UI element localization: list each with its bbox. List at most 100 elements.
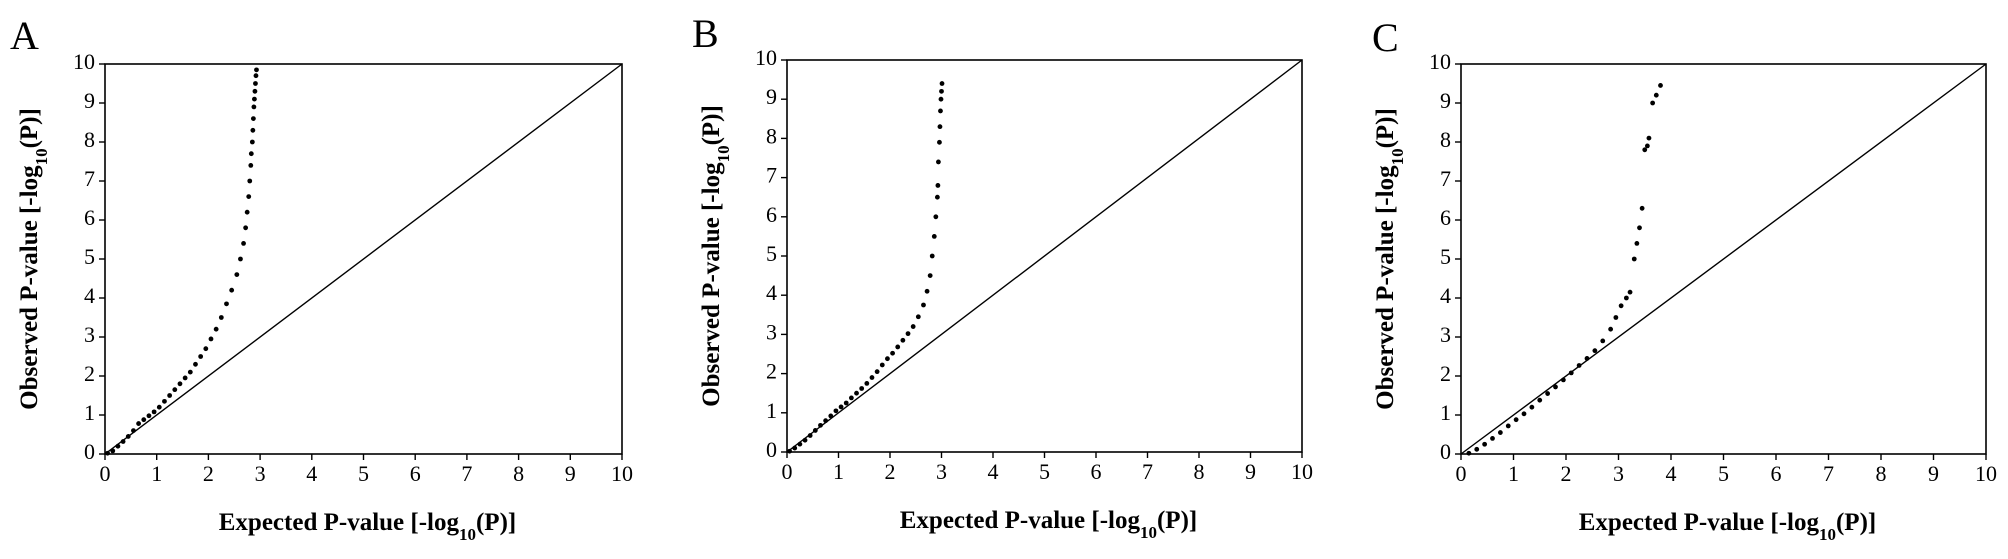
data-point <box>885 356 890 362</box>
y-tick-label: 5 <box>1440 244 1451 269</box>
y-tick-label: 1 <box>1440 400 1451 425</box>
data-point <box>934 194 940 200</box>
data-point <box>936 159 941 165</box>
data-point <box>854 390 859 396</box>
panel-label: B <box>692 11 719 56</box>
data-point <box>931 234 937 239</box>
data-point <box>905 331 911 337</box>
data-point <box>252 88 258 94</box>
data-point <box>250 116 256 121</box>
data-point <box>1497 430 1503 435</box>
data-point <box>1642 147 1648 153</box>
data-point <box>162 398 167 404</box>
y-tick-label: 4 <box>84 283 95 308</box>
data-point <box>1592 348 1598 354</box>
data-point <box>241 241 246 246</box>
panel-label: C <box>1372 15 1399 60</box>
x-axis-title: Expected P-value [-log10(P)] <box>900 507 1197 542</box>
y-tick-label: 10 <box>1429 49 1451 74</box>
data-point <box>895 344 901 350</box>
y-tick-label: 7 <box>1440 166 1451 191</box>
data-point <box>247 178 253 184</box>
data-point <box>797 441 803 447</box>
data-point <box>937 139 942 145</box>
data-point <box>1623 295 1629 301</box>
x-tick-label: 5 <box>1718 461 1729 486</box>
y-tick-label: 0 <box>766 437 777 462</box>
data-point <box>125 434 131 439</box>
data-point <box>250 127 256 133</box>
y-tick-label: 3 <box>766 319 777 344</box>
data-point <box>1618 303 1624 309</box>
x-tick-label: 9 <box>565 461 576 486</box>
x-axis-title: Expected P-value [-log10(P)] <box>1579 509 1876 544</box>
data-point <box>1637 225 1642 231</box>
y-tick-label: 3 <box>84 322 95 347</box>
data-point <box>1482 441 1488 447</box>
data-point <box>1639 205 1645 211</box>
x-tick-label: 8 <box>1876 461 1887 486</box>
x-tick-label: 6 <box>1771 461 1782 486</box>
y-tick-label: 0 <box>1440 439 1451 464</box>
data-point <box>838 404 844 410</box>
x-tick-label: 1 <box>151 461 162 486</box>
data-point <box>818 422 823 428</box>
data-point <box>823 418 829 424</box>
y-tick-label: 9 <box>1440 88 1451 113</box>
data-point <box>812 428 818 433</box>
data-point <box>131 428 136 433</box>
data-point <box>136 421 142 426</box>
y-tick-label: 6 <box>1440 205 1451 230</box>
data-point <box>251 104 257 110</box>
qq-panel-a: A 0 1 2 3 4 5 6 7 8 9 10 0 1 2 3 4 5 6 7 8 9 10 Expected P-valu… <box>10 13 633 543</box>
data-point <box>249 139 255 145</box>
x-tick-label: 9 <box>1928 461 1939 486</box>
data-point <box>864 381 870 386</box>
panel-label: A <box>10 13 39 58</box>
data-point <box>879 362 885 368</box>
y-tick-label: 6 <box>84 205 95 230</box>
data-point <box>156 404 162 410</box>
data-point <box>115 443 121 449</box>
data-point <box>1608 326 1614 332</box>
x-tick-label: 3 <box>1613 461 1624 486</box>
data-point <box>1529 404 1535 410</box>
data-point <box>254 67 259 73</box>
data-point <box>1600 338 1606 344</box>
x-tick-label: 8 <box>513 461 524 486</box>
data-point <box>1576 363 1582 368</box>
y-tick-label: 7 <box>766 163 777 188</box>
data-point <box>248 151 254 157</box>
data-point <box>252 96 257 102</box>
data-point <box>937 124 943 130</box>
y-tick-label: 1 <box>84 400 95 425</box>
y-tick-label: 5 <box>84 244 95 269</box>
data-point <box>1634 241 1640 246</box>
data-point <box>910 324 916 329</box>
data-point <box>938 96 944 102</box>
x-tick-label: 5 <box>358 461 369 486</box>
y-tick-label: 4 <box>766 280 777 305</box>
x-tick-label: 2 <box>885 459 896 484</box>
qq-panel-c: C 0 1 2 3 4 5 6 7 8 9 10 0 1 2 3 4 5 6 7 8 9 10 Expected P-valu… <box>1372 15 1997 543</box>
data-point <box>900 337 906 343</box>
x-tick-label: 1 <box>833 459 844 484</box>
reference-line <box>104 63 623 455</box>
data-point <box>1650 100 1656 106</box>
data-point <box>203 346 209 352</box>
x-tick-label: 5 <box>1039 459 1050 484</box>
x-axis-title: Expected P-value [-log10(P)] <box>219 509 516 544</box>
data-point <box>1466 450 1472 456</box>
x-tick-label: 2 <box>1561 461 1572 486</box>
x-tick-label: 0 <box>1456 461 1467 486</box>
data-point <box>874 369 880 375</box>
data-point <box>105 450 110 456</box>
data-point <box>1553 384 1558 390</box>
data-point <box>935 183 941 188</box>
data-point <box>218 315 224 320</box>
data-point <box>110 448 116 454</box>
x-tick-label: 2 <box>203 461 214 486</box>
data-point <box>792 445 798 451</box>
data-point <box>802 437 808 443</box>
y-axis-title: Observed P-value [-log10(P)] <box>1372 108 1407 410</box>
